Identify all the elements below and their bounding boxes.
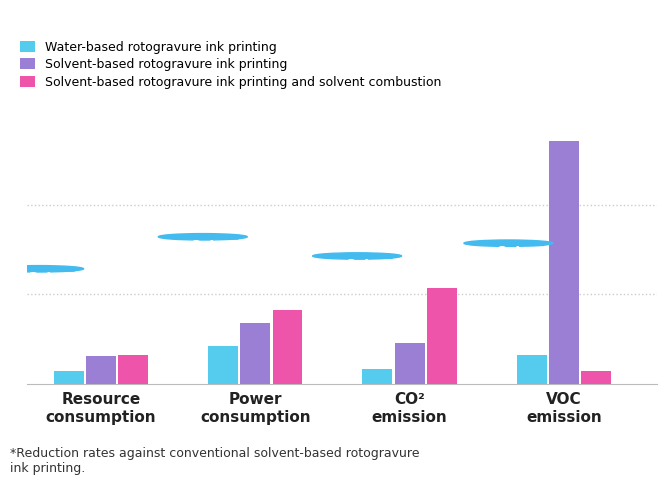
Bar	[86, 356, 116, 384]
Bar	[241, 323, 270, 384]
Text: 30%
Cut: 30% Cut	[340, 240, 374, 272]
Text: 40%
Cut: 40% Cut	[186, 221, 220, 253]
Bar	[427, 288, 457, 384]
Bar	[208, 346, 238, 384]
Polygon shape	[525, 243, 544, 245]
Text: *Reduction rates against conventional solvent-based rotogravure
ink printing.: *Reduction rates against conventional so…	[10, 447, 419, 475]
Bar	[395, 343, 425, 384]
Bar	[582, 371, 611, 384]
Text: 15%
Cut: 15% Cut	[22, 252, 56, 285]
Ellipse shape	[313, 253, 401, 259]
Polygon shape	[56, 269, 75, 271]
Bar	[549, 141, 579, 384]
Legend: Water-based rotogravure ink printing, Solvent-based rotogravure ink printing, So: Water-based rotogravure ink printing, So…	[21, 41, 442, 88]
Bar	[517, 355, 547, 384]
Ellipse shape	[158, 234, 247, 240]
Polygon shape	[220, 237, 239, 239]
Text: 85%
Cut: 85% Cut	[492, 227, 525, 259]
Ellipse shape	[0, 265, 84, 272]
Bar	[362, 369, 393, 384]
Polygon shape	[374, 256, 393, 258]
Ellipse shape	[464, 240, 553, 246]
Bar	[54, 371, 84, 384]
Bar	[118, 355, 148, 384]
Bar	[273, 310, 302, 384]
